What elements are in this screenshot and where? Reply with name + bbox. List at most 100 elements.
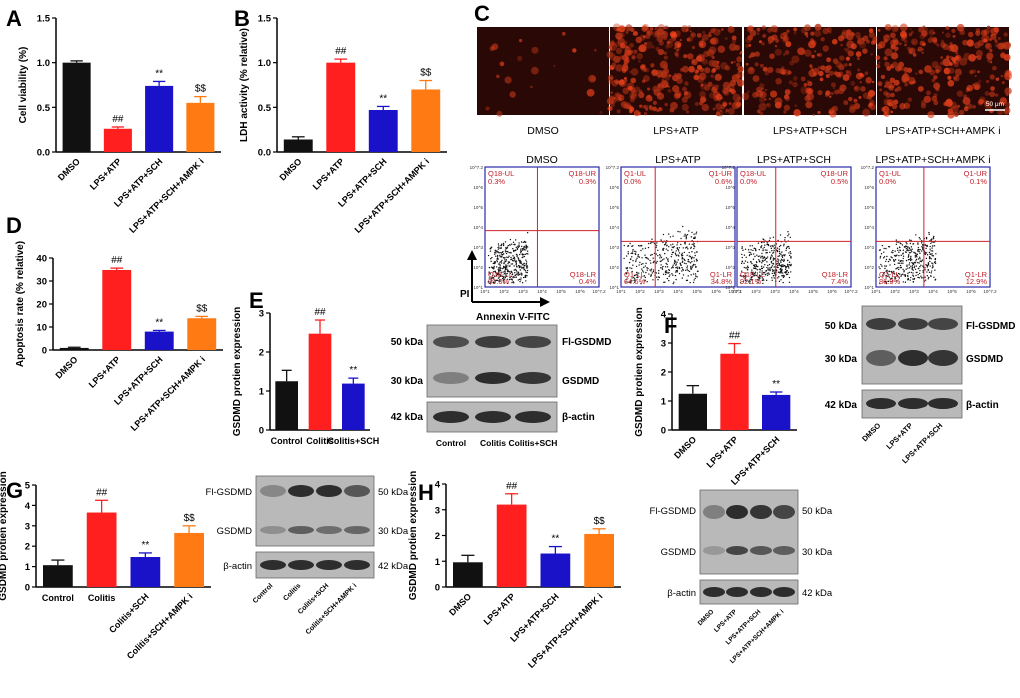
event-dot	[490, 258, 492, 260]
event-dot	[902, 281, 904, 283]
fluorescence-spot	[935, 69, 940, 74]
fluorescence-spot	[733, 60, 736, 63]
blot-protein-label: GSDMD	[661, 547, 697, 558]
fluorescence-spot	[999, 100, 1004, 105]
event-dot	[771, 272, 773, 275]
event-dot	[490, 277, 493, 280]
quadrant-ll-name: Q18-LL	[488, 270, 513, 279]
fluorescence-spot	[531, 46, 539, 54]
event-dot	[526, 264, 528, 267]
event-dot	[748, 280, 750, 282]
event-dot	[912, 272, 914, 274]
fluorescence-spot	[1000, 42, 1007, 49]
event-dot	[630, 258, 632, 260]
fluorescence-spot	[666, 40, 671, 45]
event-dot	[773, 271, 776, 273]
event-dot	[516, 271, 518, 273]
fluorescence-spot	[683, 91, 692, 99]
event-dot	[513, 265, 515, 267]
event-dot	[670, 255, 673, 258]
event-dot	[694, 277, 696, 280]
flow-x-tick: 10^6	[711, 289, 721, 294]
significance-label: **	[349, 365, 357, 376]
fluorescence-spot	[656, 92, 665, 100]
event-dot	[741, 256, 744, 259]
event-dot	[693, 233, 695, 235]
category-label: LPS+ATP	[87, 354, 122, 389]
fluorescence-spot	[822, 45, 829, 52]
event-dot	[780, 253, 782, 256]
event-dot	[886, 270, 888, 272]
quadrant-ur-value: 0.3%	[579, 177, 596, 186]
fluorescence-spot	[736, 56, 743, 63]
event-dot	[902, 257, 904, 260]
fluorescence-spot	[800, 76, 806, 82]
fluorescence-spot	[644, 42, 648, 45]
event-dot	[893, 263, 896, 266]
event-dot	[493, 275, 496, 277]
event-dot	[504, 247, 507, 249]
event-dot	[492, 281, 494, 284]
event-dot	[930, 270, 933, 272]
category-label: Colitis	[88, 593, 116, 603]
quadrant-lr-value: 12.9%	[966, 277, 988, 286]
fluorescence-spot	[627, 85, 633, 91]
event-dot	[508, 278, 511, 281]
event-dot	[788, 264, 791, 266]
event-dot	[746, 268, 749, 271]
event-dot	[497, 268, 499, 271]
event-dot	[912, 274, 914, 276]
event-dot	[673, 281, 675, 283]
category-label: DMSO	[56, 156, 82, 182]
gsdmd-band	[260, 526, 286, 534]
event-dot	[497, 246, 499, 249]
event-dot	[638, 264, 640, 266]
fluorescence-spot	[948, 67, 955, 74]
y-tick-label: 1.5	[37, 14, 51, 25]
event-dot	[783, 259, 785, 262]
fluorescence-spot	[658, 106, 662, 110]
event-dot	[925, 236, 928, 239]
event-dot	[647, 267, 649, 270]
event-dot	[671, 246, 673, 248]
fluorescence-spot	[499, 61, 505, 67]
event-dot	[769, 269, 771, 271]
event-dot	[881, 265, 883, 267]
event-dot	[778, 245, 781, 248]
event-dot	[523, 253, 525, 256]
event-dot	[766, 249, 768, 251]
fluorescence-spot	[910, 30, 914, 34]
fluorescence-spot	[1004, 101, 1011, 108]
fluorescence-spot	[485, 106, 490, 111]
event-dot	[895, 273, 898, 275]
event-dot	[505, 259, 508, 261]
event-dot	[790, 252, 792, 255]
bar	[130, 557, 161, 587]
event-dot	[902, 253, 904, 255]
event-dot	[925, 264, 927, 266]
event-dot	[501, 275, 504, 278]
event-dot	[687, 269, 689, 272]
event-dot	[627, 251, 629, 253]
fluorescence-spot	[993, 26, 1000, 33]
event-dot	[762, 273, 764, 275]
fluorescence-spot	[920, 99, 927, 106]
fluorescence-spot	[701, 103, 710, 112]
fluorescence-spot	[977, 99, 984, 106]
event-dot	[912, 280, 915, 283]
panel-letter-A: A	[6, 6, 22, 31]
event-dot	[649, 259, 651, 262]
event-dot	[524, 253, 527, 256]
event-dot	[927, 262, 930, 265]
event-dot	[652, 270, 655, 273]
flow-x-tick: 10^2	[890, 289, 900, 294]
event-dot	[635, 274, 637, 276]
event-dot	[525, 259, 527, 261]
event-dot	[673, 261, 676, 263]
y-tick-label: 0	[259, 426, 264, 437]
event-dot	[642, 248, 644, 250]
event-dot	[757, 282, 759, 284]
fluorescence-spot	[820, 37, 825, 42]
flow-y-tick: 10^6	[473, 185, 483, 190]
